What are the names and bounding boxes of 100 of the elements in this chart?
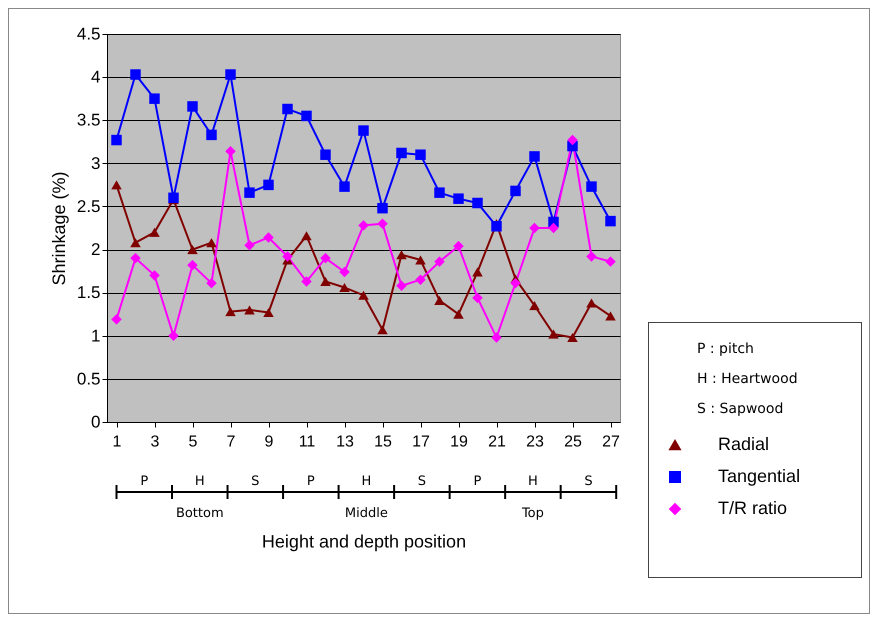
point [130,252,141,264]
x-tick-label: 27 [602,434,620,450]
text: Top [520,506,544,521]
point [434,296,445,305]
y-tick-label: 3.5 [76,110,100,130]
text: H [528,474,538,489]
point [263,308,274,318]
point [301,110,312,122]
point [282,104,293,114]
y-tick-label: 2 [91,240,100,260]
point [111,134,122,146]
point [586,251,597,262]
text: P [306,474,315,489]
point [187,245,198,254]
text: S [418,474,426,489]
point [472,198,483,208]
legend-label: Radial [718,434,770,454]
x-tick-label: 11 [298,434,316,450]
point [434,256,445,267]
point [320,252,331,264]
x-tick-label: 25 [564,434,582,450]
point [567,134,578,146]
point [149,228,160,237]
point [187,260,198,270]
text: S : Sapwood [697,401,784,417]
point [472,267,483,277]
point [358,290,369,300]
text: P : pitch [697,341,754,357]
y-tick-label: 4.5 [76,24,100,44]
x-tick-label: 9 [264,434,274,450]
point [225,307,236,316]
point [320,276,331,286]
text: Bottom [176,506,224,521]
legend-label: T/R ratio [718,498,788,518]
point [415,274,426,285]
y-tick-label: 4 [91,68,100,87]
x-tick-label: 23 [526,434,544,450]
point [130,238,141,248]
text: S [251,474,260,489]
point [320,149,331,160]
point [491,332,502,343]
point [358,220,369,231]
point [396,250,407,260]
point [244,240,255,250]
point [168,330,179,342]
point [111,314,122,325]
point [548,222,559,234]
point [605,216,616,226]
text: P [140,474,148,489]
point [149,270,160,281]
point [301,231,312,240]
point [187,101,198,112]
point [130,69,141,80]
point [529,301,540,310]
point [377,325,388,334]
x-tick-label: 19 [450,434,468,450]
text: S [584,474,593,489]
point [453,310,464,319]
point [491,221,502,232]
point [282,251,293,262]
point [605,311,616,320]
point [263,180,274,190]
point [586,181,597,192]
x-tick-label: 5 [188,434,198,450]
text: H : Heartwood [697,371,798,387]
point [339,181,350,192]
point [548,330,559,339]
point [244,187,255,198]
point [339,266,350,278]
x-tick-label: 13 [336,434,354,450]
point [453,193,464,204]
legend-label: Tangential [718,466,800,486]
point [339,282,350,292]
point [472,292,483,304]
point [206,238,217,248]
point [605,256,616,267]
y-tick-label: 0 [91,412,100,432]
point [358,125,369,136]
x-tick-label: 3 [150,434,160,450]
x-tick-label: 1 [112,434,122,450]
y-tick-label: 1.5 [76,283,100,302]
point [396,148,407,158]
point [567,332,578,342]
text: P [473,474,482,489]
point [225,69,236,80]
point [206,130,217,140]
point [244,305,255,314]
point [396,280,407,292]
point [529,222,540,234]
point [529,151,540,162]
text: H [194,474,205,489]
point [263,232,274,243]
point [586,298,597,308]
point [510,186,521,196]
y-tick-label: 1 [91,326,100,346]
point [453,240,464,252]
y-tick-label: 3 [91,154,100,173]
x-tick-label: 17 [412,434,430,450]
x-tick-label: 15 [374,434,392,450]
text: H [361,474,372,489]
